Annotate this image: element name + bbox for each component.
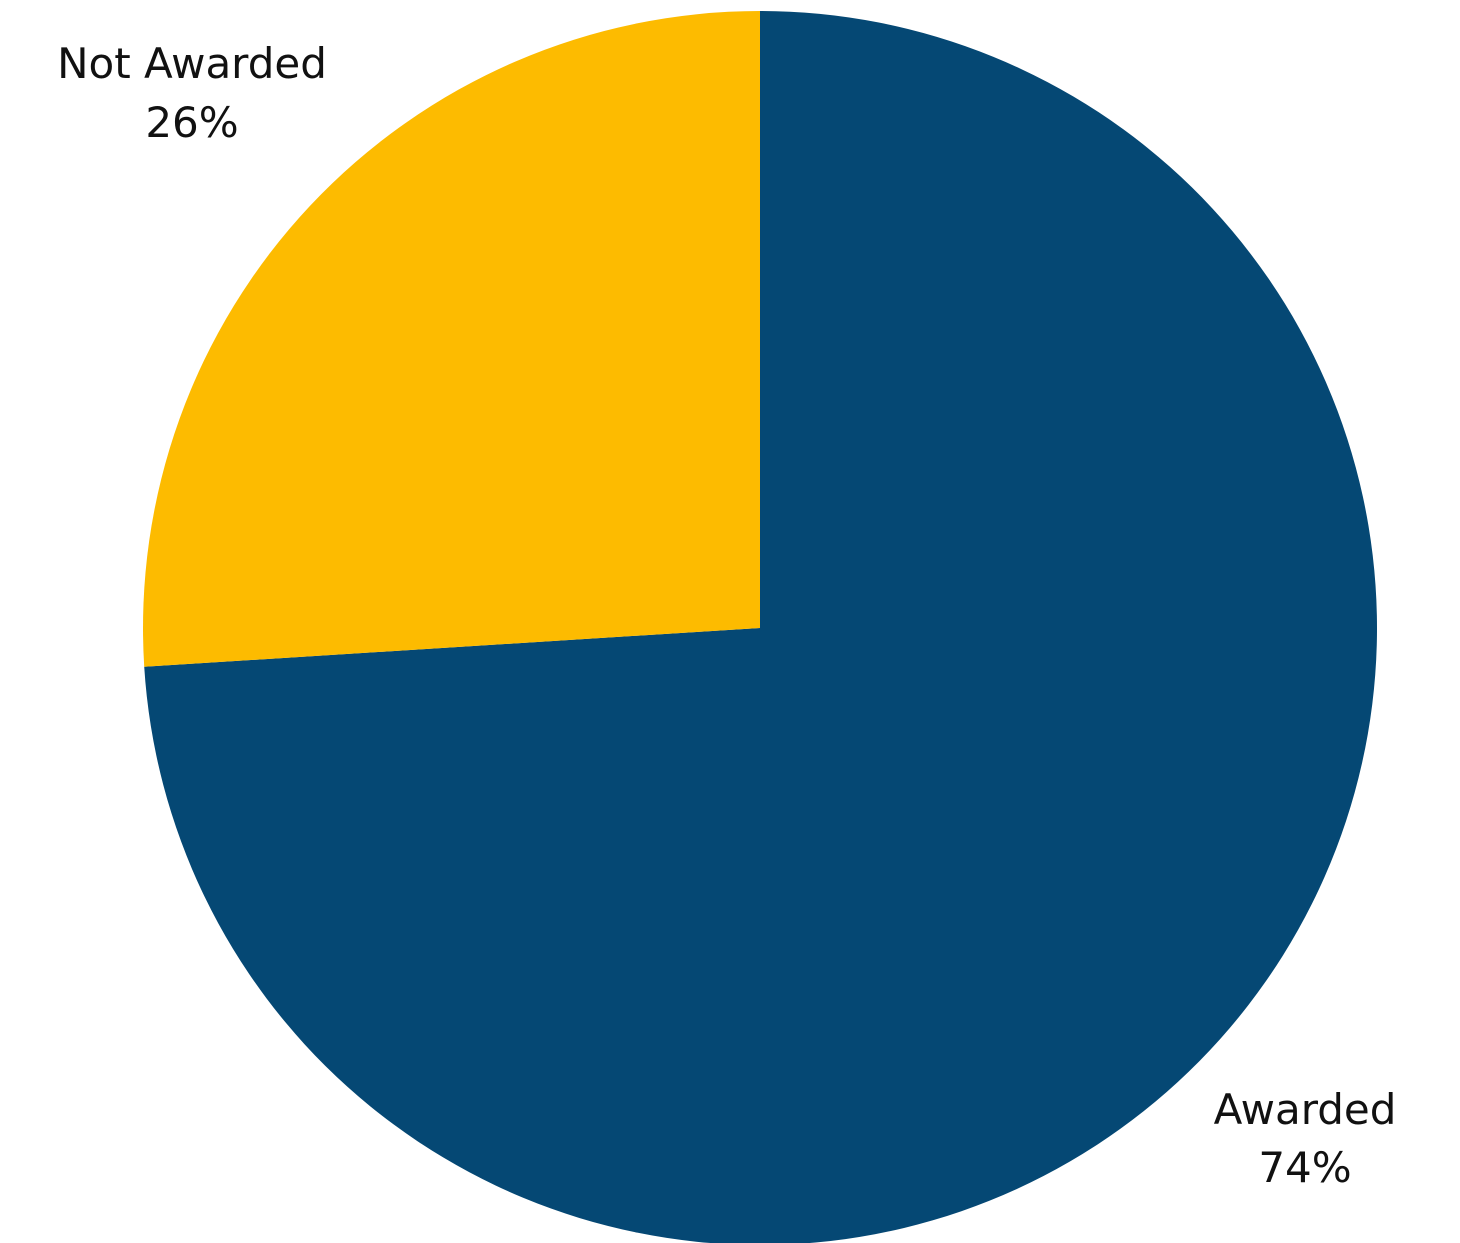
slice-value-not-awarded: 26% [145, 98, 238, 147]
slice-label-awarded: Awarded [1214, 1085, 1397, 1134]
slice-label-not-awarded: Not Awarded [57, 39, 327, 88]
pie-labels: Awarded 74% Not Awarded 26% [57, 39, 1396, 1192]
pie-slices [143, 11, 1378, 1243]
slice-value-awarded: 74% [1258, 1143, 1351, 1192]
pie-slice-not-awarded [143, 11, 760, 667]
pie-slice-awarded [144, 11, 1378, 1243]
